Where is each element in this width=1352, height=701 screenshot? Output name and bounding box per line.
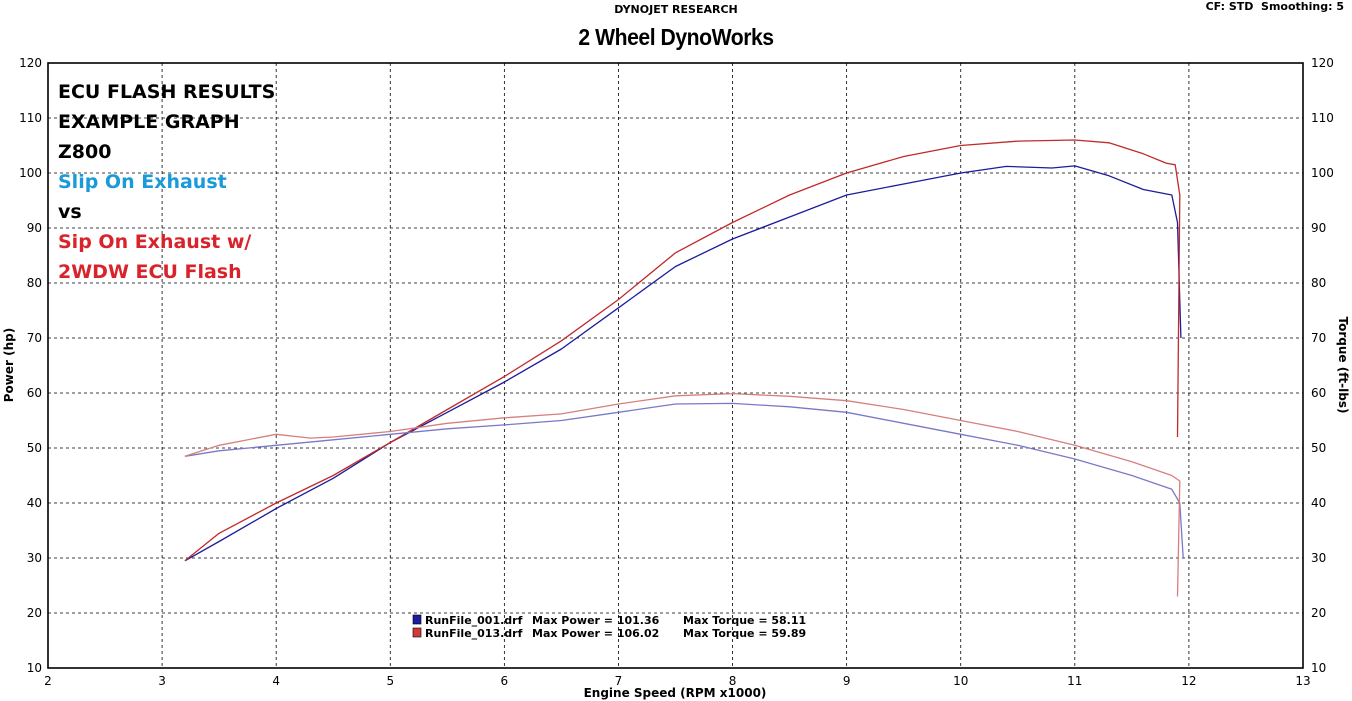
y2-tick-label: 10 [1311,661,1326,675]
y2-tick-label: 110 [1311,111,1334,125]
y2-tick-label: 70 [1311,331,1326,345]
legend-file-1: RunFile_001.drf [425,614,523,627]
y2-tick-label: 60 [1311,386,1326,400]
series-line-power [184,165,1182,562]
legend-swatch-2 [412,627,422,638]
series-line-torque [184,392,1181,597]
annotation-line-6: Sip On Exhaust w/ [58,231,252,253]
y-tick-label: 30 [27,551,42,565]
x-tick-label: 5 [386,674,394,688]
y-tick-label: 10 [27,661,42,675]
x-tick-label: 3 [158,674,166,688]
y2-tick-label: 80 [1311,276,1326,290]
x-tick-label: 2 [44,674,52,688]
y2-tick-label: 30 [1311,551,1326,565]
legend-swatch-1 [412,614,422,625]
legend-file-2: RunFile_013.drf [425,627,523,640]
x-tick-label: 6 [501,674,509,688]
series-line-torque [184,402,1184,559]
plot-area [47,62,1304,669]
y-tick-label: 80 [27,276,42,290]
y-tick-label: 50 [27,441,42,455]
y-tick-label: 100 [19,166,42,180]
y-tick-label: 70 [27,331,42,345]
y-axis-label: Power (hp) [2,328,16,402]
legend: RunFile_001.drf Max Power = 101.36 Max T… [412,614,806,640]
y2-tick-label: 120 [1311,56,1334,70]
annotation-line-1: ECU FLASH RESULTS [58,81,276,103]
x-tick-label: 4 [272,674,280,688]
y2-tick-label: 40 [1311,496,1326,510]
y-tick-label: 90 [27,221,42,235]
y-tick-label: 20 [27,606,42,620]
x-axis-label: Engine Speed (RPM x1000) [584,686,767,700]
y-tick-label: 60 [27,386,42,400]
annotation-line-7: 2WDW ECU Flash [58,261,242,283]
annotation-line-2: EXAMPLE GRAPH [58,111,240,133]
y2-tick-label: 20 [1311,606,1326,620]
x-tick-label: 12 [1181,674,1196,688]
legend-torque-2: Max Torque = 59.89 [683,627,806,640]
chart-title: 2 Wheel DynoWorks [578,24,774,50]
series-line-power [184,139,1181,562]
annotation-line-5: vs [58,201,82,223]
series-lines [184,139,1184,597]
x-tick-label: 7 [615,674,623,688]
legend-torque-1: Max Torque = 58.11 [683,614,806,627]
y2-axis-label: Torque (ft-lbs) [1336,317,1350,414]
legend-power-2: Max Power = 106.02 [532,627,659,640]
x-tick-label: 11 [1067,674,1082,688]
grid [48,63,1303,668]
y-tick-label: 120 [19,56,42,70]
legend-power-1: Max Power = 101.36 [532,614,660,627]
x-tick-label: 13 [1295,674,1310,688]
y2-tick-label: 90 [1311,221,1326,235]
annotation-line-4: Slip On Exhaust [58,171,227,193]
brand-label: DYNOJET RESEARCH [614,3,738,16]
x-tick-label: 10 [953,674,968,688]
y-tick-label: 40 [27,496,42,510]
x-tick-label: 9 [843,674,851,688]
y2-tick-label: 100 [1311,166,1334,180]
y2-tick-label: 50 [1311,441,1326,455]
x-tick-label: 8 [729,674,737,688]
y-tick-label: 110 [19,111,42,125]
settings-label: CF: STD Smoothing: 5 [1205,0,1344,13]
annotation-line-3: Z800 [58,141,112,163]
